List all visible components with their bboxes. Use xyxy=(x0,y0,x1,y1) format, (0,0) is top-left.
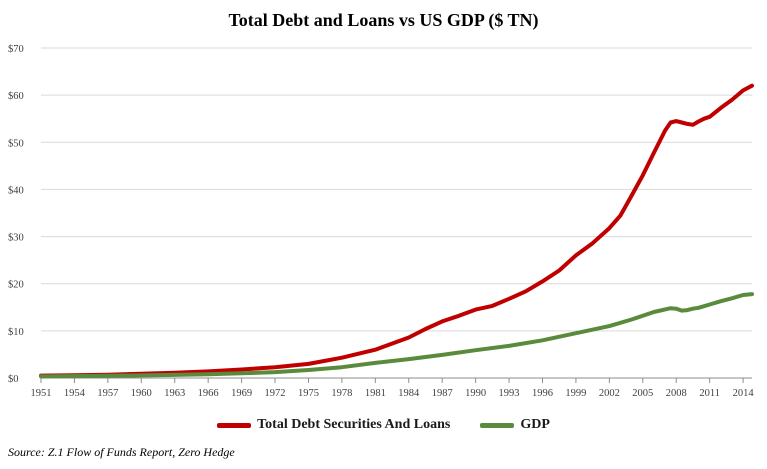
y-tick-label: $20 xyxy=(8,280,24,291)
x-tick-label: 1960 xyxy=(131,388,152,399)
x-tick-label: 1996 xyxy=(532,388,553,399)
legend-item-debt: Total Debt Securities And Loans xyxy=(217,417,450,433)
y-tick-label: $0 xyxy=(8,374,19,385)
y-tick-label: $60 xyxy=(8,91,24,102)
y-axis-tick-labels: $0 $10 $20 $30 $40 $50 $60 $70 xyxy=(8,44,24,385)
legend-label-gdp: GDP xyxy=(520,417,550,432)
x-tick-label: 1990 xyxy=(465,388,486,399)
x-tick-label: 1969 xyxy=(231,388,252,399)
x-tick-label: 2014 xyxy=(733,388,755,399)
series-line-gdp xyxy=(39,292,754,379)
x-tick-label: 1954 xyxy=(64,388,86,399)
x-tick-label: 1963 xyxy=(164,388,185,399)
x-tick-label: 1981 xyxy=(365,388,386,399)
x-tick-label: 2002 xyxy=(599,388,620,399)
legend-label-debt: Total Debt Securities And Loans xyxy=(257,417,451,432)
x-tick-label: 1984 xyxy=(398,388,420,399)
x-axis-tick-labels: 1951 1954 1957 1960 1963 1966 1969 1972 1975 1978… xyxy=(31,388,755,399)
y-tick-label: $40 xyxy=(8,185,24,196)
x-tick-label: 2008 xyxy=(666,388,687,399)
legend-swatch-debt xyxy=(217,422,252,428)
x-tick-label: 1993 xyxy=(499,388,520,399)
x-tick-label: 1999 xyxy=(565,388,586,399)
x-tick-label: 1972 xyxy=(265,388,286,399)
x-tick-label: 1966 xyxy=(198,388,219,399)
legend: Total Debt Securities And Loans GDP xyxy=(0,417,767,433)
y-tick-label: $50 xyxy=(8,138,24,149)
x-tick-label: 1987 xyxy=(432,388,453,399)
x-tick-label: 2005 xyxy=(632,388,653,399)
source-note: Source: Z.1 Flow of Funds Report, Zero H… xyxy=(8,445,235,459)
x-tick-label: 1951 xyxy=(31,388,52,399)
y-tick-label: $30 xyxy=(8,233,24,244)
y-tick-label: $70 xyxy=(8,44,24,55)
data-series xyxy=(39,83,754,379)
legend-swatch-gdp xyxy=(480,422,515,428)
x-tick-label: 1978 xyxy=(331,388,352,399)
y-tick-label: $10 xyxy=(8,327,24,338)
gridlines xyxy=(41,47,752,332)
x-tick-label: 1957 xyxy=(97,388,118,399)
legend-item-gdp: GDP xyxy=(480,417,550,433)
axes xyxy=(40,377,752,383)
chart-title: Total Debt and Loans vs US GDP ($ TN) xyxy=(228,10,539,30)
x-tick-label: 1975 xyxy=(298,388,319,399)
series-line-total-debt xyxy=(39,83,754,378)
x-tick-label: 2011 xyxy=(699,388,720,399)
